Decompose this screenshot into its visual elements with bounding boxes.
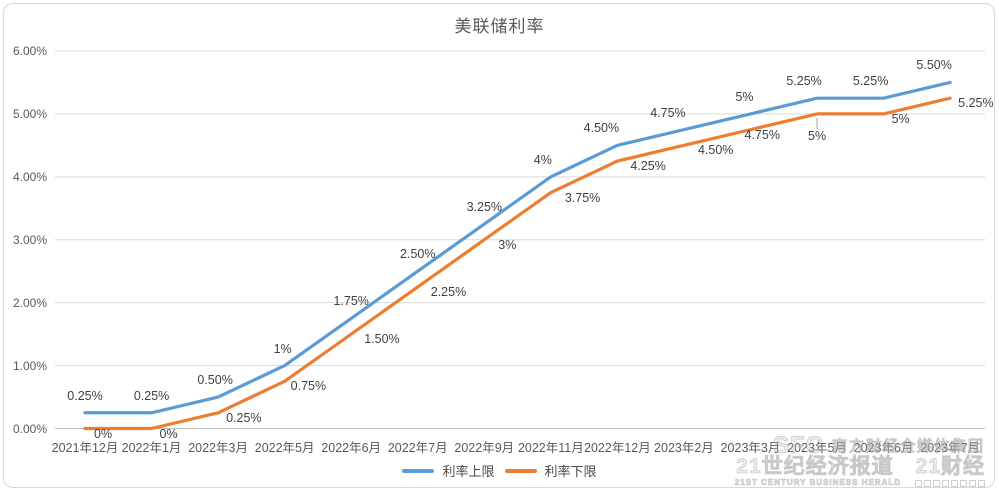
legend-item-lower: 利率下限 bbox=[504, 461, 597, 480]
chart-title: 美联储利率 bbox=[454, 17, 545, 36]
legend-item-upper: 利率上限 bbox=[402, 461, 495, 480]
x-tick-label: 2022年9月 bbox=[454, 441, 515, 455]
data-label-lower: 2.25% bbox=[430, 284, 467, 299]
data-label-upper: 3.25% bbox=[466, 200, 503, 214]
data-label-upper: 4.50% bbox=[583, 121, 620, 136]
legend-label-upper: 利率上限 bbox=[442, 464, 495, 479]
y-tick-label: 0.00% bbox=[12, 421, 47, 436]
legend-swatch-lower-line bbox=[504, 468, 537, 473]
x-tick-label: 2023年2月 bbox=[654, 441, 714, 455]
x-tick-label: 2023年6月 bbox=[853, 441, 914, 455]
y-tick-label: 4.00% bbox=[12, 169, 47, 184]
data-label-upper: 0.50% bbox=[197, 373, 233, 388]
x-tick-label: 2023年5月 bbox=[787, 441, 847, 455]
x-tick-label: 2023年7月 bbox=[920, 441, 981, 455]
data-label-lower: 4.25% bbox=[630, 159, 666, 174]
x-tick-label: 2022年1月 bbox=[121, 441, 182, 455]
x-tick-label: 2022年12月 bbox=[584, 441, 651, 455]
y-tick-label: 1.00% bbox=[12, 358, 47, 373]
legend: 利率上限 利率下限 bbox=[0, 461, 999, 480]
data-label-upper: 4.75% bbox=[650, 105, 686, 120]
x-tick-label: 2022年3月 bbox=[188, 441, 248, 455]
legend-swatch-upper-line bbox=[402, 468, 435, 473]
x-tick-label: 2023年3月 bbox=[720, 441, 781, 455]
data-label-lower: 0% bbox=[159, 426, 178, 441]
y-tick-label: 2.00% bbox=[12, 295, 47, 310]
data-label-lower: 5.25% bbox=[958, 96, 994, 111]
data-label-lower: 4.50% bbox=[697, 143, 734, 158]
data-label-upper: 0.25% bbox=[67, 388, 103, 403]
x-tick-label: 2022年6月 bbox=[321, 441, 382, 455]
data-label-upper: 4% bbox=[533, 152, 552, 167]
data-label-upper: 5.25% bbox=[852, 74, 889, 89]
data-label-upper: 5.25% bbox=[786, 74, 822, 89]
data-label-lower: 4.75% bbox=[744, 127, 780, 142]
data-label-lower: 5% bbox=[891, 111, 910, 126]
data-label-lower: 1.50% bbox=[364, 332, 400, 347]
legend-label-lower: 利率下限 bbox=[544, 464, 597, 479]
data-label-upper: 1.75% bbox=[333, 294, 369, 309]
series-line-lower bbox=[83, 96, 952, 431]
x-tick-label: 2022年5月 bbox=[254, 441, 315, 455]
y-tick-label: 3.00% bbox=[12, 232, 47, 247]
x-tick-label: 2022年7月 bbox=[387, 441, 448, 455]
data-label-upper: 0.25% bbox=[133, 388, 170, 403]
data-label-lower: 0.75% bbox=[290, 379, 327, 394]
series-line-upper bbox=[83, 80, 952, 415]
data-label-upper: 5% bbox=[735, 89, 754, 104]
data-label-lower: 0% bbox=[94, 426, 113, 441]
data-label-lower: 0.25% bbox=[226, 410, 262, 425]
data-label-upper: 5.50% bbox=[916, 58, 952, 73]
data-label-lower: 3% bbox=[498, 237, 517, 252]
data-label-lower: 3.75% bbox=[564, 190, 601, 205]
y-tick-label: 5.00% bbox=[12, 106, 47, 121]
data-label-lower: 5% bbox=[808, 128, 827, 143]
x-tick-label: 2021年12月 bbox=[51, 441, 119, 455]
data-label-upper: 2.50% bbox=[400, 247, 436, 262]
x-tick-label: 2022年11月 bbox=[517, 441, 584, 455]
data-label-upper: 1% bbox=[273, 341, 292, 356]
y-tick-label: 6.00% bbox=[12, 43, 47, 58]
